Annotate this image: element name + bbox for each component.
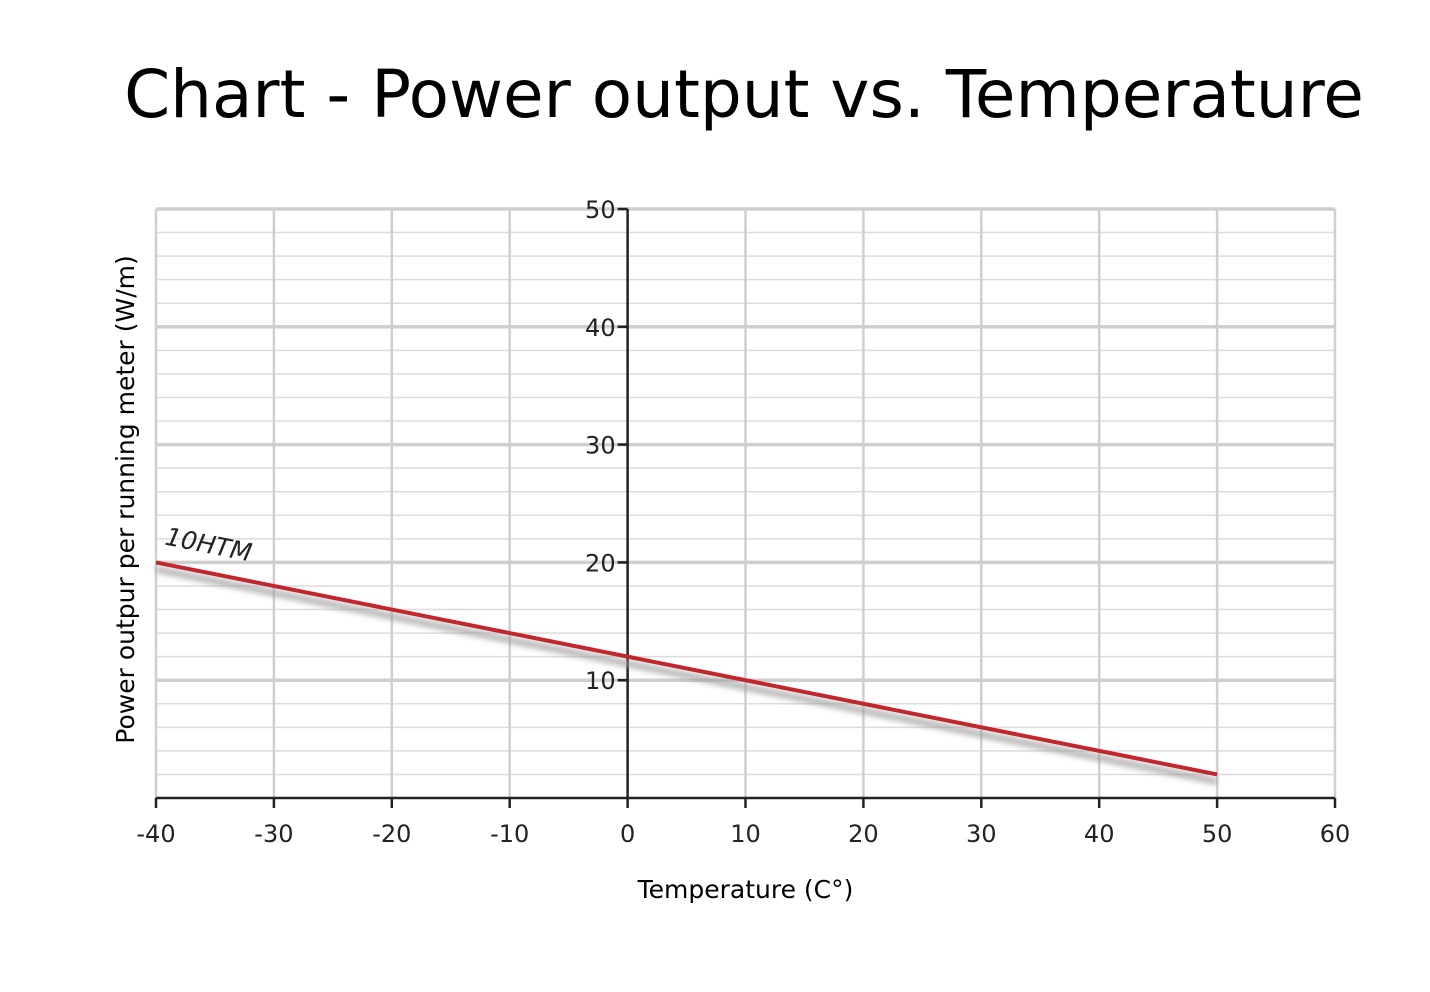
x-tick-labels: -40 -30 -20 -10 0 10 20 30 40 50 60 — [136, 820, 1350, 848]
x-tick-label: 30 — [966, 820, 997, 848]
series-label: 10HTM — [163, 522, 254, 568]
x-tick-label: -20 — [372, 820, 411, 848]
x-tick-label: 40 — [1084, 820, 1115, 848]
x-tick-label: -30 — [254, 820, 293, 848]
x-tick-label: 60 — [1320, 820, 1351, 848]
x-tick-label: 50 — [1202, 820, 1233, 848]
x-tick-label: -40 — [136, 820, 175, 848]
x-tick-label: 0 — [620, 820, 635, 848]
axes — [154, 207, 1337, 808]
y-tick-label: 10 — [585, 667, 616, 695]
major-gridlines — [154, 207, 1337, 798]
x-tick-label: 10 — [730, 820, 761, 848]
y-tick-labels: 10 20 30 40 50 — [585, 196, 616, 695]
series-line-shadow — [155, 565, 1218, 785]
x-axis-title: Temperature (C°) — [637, 875, 854, 904]
x-tick-label: -10 — [490, 820, 529, 848]
y-tick-label: 40 — [585, 314, 616, 342]
y-tick-label: 20 — [585, 549, 616, 577]
y-axis-title: Power outpur per running meter (W/m) — [111, 255, 140, 743]
chart-title: Chart - Power output vs. Temperature — [124, 56, 1364, 133]
y-tick-label: 50 — [585, 196, 616, 224]
x-tick-label: 20 — [848, 820, 879, 848]
y-tick-label: 30 — [585, 432, 616, 460]
series-line — [155, 560, 1218, 777]
